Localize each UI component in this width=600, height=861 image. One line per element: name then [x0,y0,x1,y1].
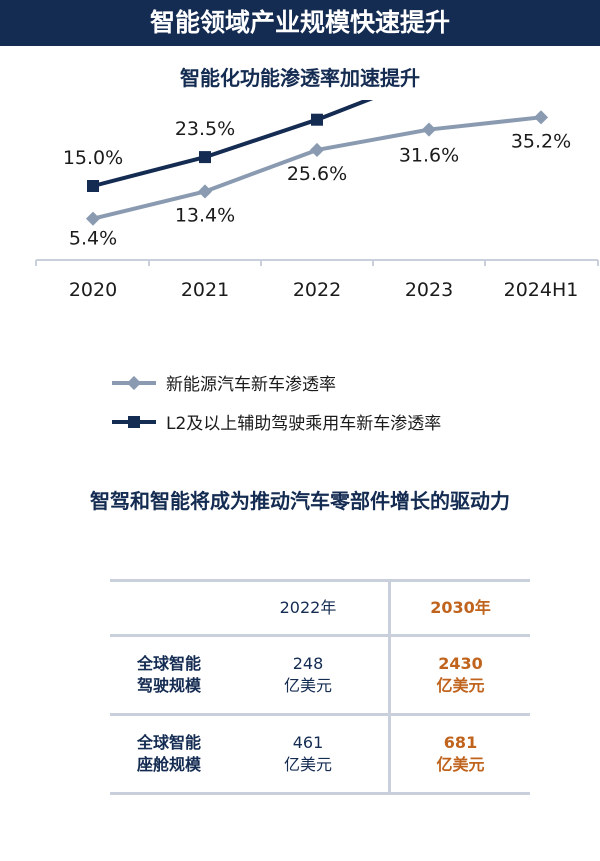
data-label: 34.5% [287,100,347,103]
value-2030: 681 亿美元 [388,713,530,795]
data-point [197,184,213,199]
data-point [199,151,211,164]
value-2022: 248 亿美元 [228,634,390,716]
line-chart: 2020 2021 2022 2023 2024H1 5.4% 13.4% 25.6% 31.6… [35,100,599,301]
market-size-table: 2022年 2030年 全球智能 驾驶规模 248 亿美元 2430 亿美元 全… [110,579,530,795]
data-label: 31.6% [399,145,459,167]
square-marker-icon [112,415,156,428]
table-header-row: 2022年 2030年 [110,579,530,637]
section-title: 智驾和智能将成为推动汽车零部件增长的驱动力 [90,489,510,513]
table-row: 全球智能 座舱规模 461 亿美元 681 亿美元 [110,713,530,795]
legend-item-l2: L2及以上辅助驾驶乘用车新车渗透率 [112,409,441,434]
legend-item-ev: 新能源汽车新车渗透率 [112,370,336,395]
legend-label: L2及以上辅助驾驶乘用车新车渗透率 [166,414,442,434]
row-label: 全球智能 驾驶规模 [110,634,228,716]
data-point [421,122,437,137]
data-label: 35.2% [511,130,571,152]
table-row: 全球智能 驾驶规模 248 亿美元 2430 亿美元 [110,634,530,716]
diamond-marker-icon [112,375,156,390]
banner-title: 智能领域产业规模快速提升 [0,0,600,46]
x-tick-label: 2023 [405,279,453,301]
data-label: 23.5% [175,118,235,140]
x-tick-label: 2024H1 [504,279,579,301]
data-label: 13.4% [175,204,235,226]
data-label: 15.0% [63,147,123,169]
data-point [309,142,325,158]
x-tick-label: 2022 [293,279,341,301]
table-header-cell: 2030年 [388,579,530,637]
value-2022: 461 亿美元 [228,713,390,795]
table-header-cell: 2022年 [228,579,390,637]
legend-label: 新能源汽车新车渗透率 [166,375,336,395]
x-tick-label: 2020 [69,279,117,301]
data-point [311,113,323,126]
value-2030: 2430 亿美元 [388,634,530,716]
chart-title: 智能化功能渗透率加速提升 [180,66,420,90]
data-label: 5.4% [69,228,117,250]
data-label: 25.6% [287,163,347,185]
data-point [85,211,101,226]
row-label: 全球智能 座舱规模 [110,713,228,795]
data-point [87,180,99,192]
x-tick-label: 2021 [181,279,229,301]
data-point [533,110,549,125]
table-header-cell [110,579,228,637]
